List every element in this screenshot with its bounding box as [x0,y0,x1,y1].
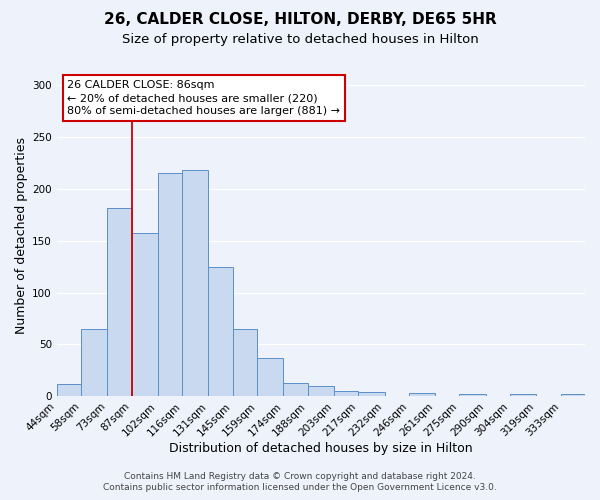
Bar [283,382,308,396]
Bar [334,391,358,396]
X-axis label: Distribution of detached houses by size in Hilton: Distribution of detached houses by size … [169,442,473,455]
Bar [182,170,208,396]
Bar [208,266,233,396]
Bar [81,329,107,396]
Bar [358,392,385,396]
Bar [57,384,81,396]
Bar [560,394,585,396]
Bar [409,393,435,396]
Text: Contains HM Land Registry data © Crown copyright and database right 2024.: Contains HM Land Registry data © Crown c… [124,472,476,481]
Text: 26, CALDER CLOSE, HILTON, DERBY, DE65 5HR: 26, CALDER CLOSE, HILTON, DERBY, DE65 5H… [104,12,496,28]
Bar [132,234,158,396]
Bar [233,329,257,396]
Bar [308,386,334,396]
Bar [107,208,132,396]
Y-axis label: Number of detached properties: Number of detached properties [15,137,28,334]
Text: Contains public sector information licensed under the Open Government Licence v3: Contains public sector information licen… [103,484,497,492]
Text: 26 CALDER CLOSE: 86sqm
← 20% of detached houses are smaller (220)
80% of semi-de: 26 CALDER CLOSE: 86sqm ← 20% of detached… [67,80,340,116]
Text: Size of property relative to detached houses in Hilton: Size of property relative to detached ho… [122,32,478,46]
Bar [460,394,485,396]
Bar [257,358,283,396]
Bar [510,394,536,396]
Bar [158,174,182,396]
